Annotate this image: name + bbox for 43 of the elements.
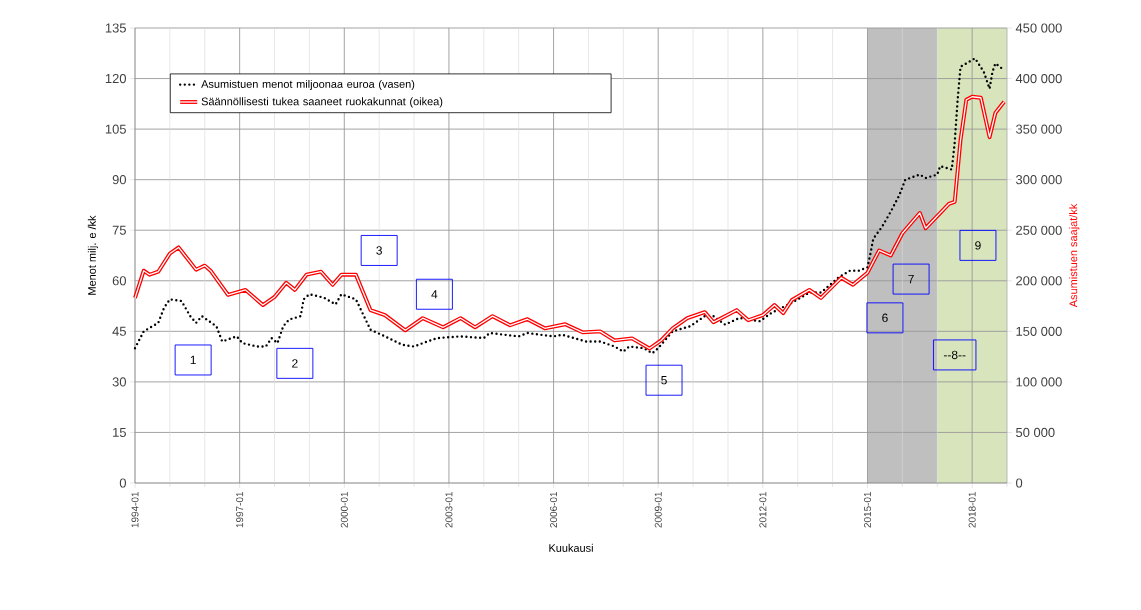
y2-tick-label: 450 000: [1015, 23, 1062, 33]
legend-label: Asumistuen menot miljoonaa euroa (vasen): [201, 79, 415, 91]
x-tick-label: 2000-01: [340, 491, 348, 528]
annotation: --8--: [943, 350, 966, 360]
annotation: 2: [292, 359, 298, 368]
y2-tick-label: 50 000: [1016, 427, 1055, 438]
x-tick-label: 2006-01: [550, 491, 558, 528]
y-tick-label: 90: [112, 175, 127, 185]
x-tick-label: 1994-01: [131, 491, 139, 528]
y-tick-label: 135: [105, 23, 126, 33]
y2-tick-label: 250 000: [1016, 225, 1062, 235]
y2-tick-label: 100 000: [1016, 377, 1062, 387]
annotation: 9: [975, 241, 981, 250]
x-tick-label: 2003-01: [445, 491, 453, 528]
y-tick-label: 120: [105, 73, 127, 84]
y2-tick-label: 150 000: [1016, 326, 1062, 336]
annotation: 6: [882, 313, 888, 323]
x-tick-label: 2018-01: [968, 491, 976, 528]
y-axis-title: Menot milj. e /kk: [87, 215, 99, 295]
y2-axis-title: Asumistuen saajat/kk: [1069, 203, 1080, 308]
y-tick-label: 60: [112, 276, 127, 286]
legend-label: Säännöllisesti tukea saaneet ruokakunnat (oikea): [201, 97, 443, 108]
x-axis-title: Kuukausi: [549, 543, 593, 552]
annotation: 7: [908, 274, 914, 284]
annotation: 1: [190, 355, 196, 365]
y2-tick-label: 200 000: [1016, 276, 1062, 286]
annotation: 3: [376, 246, 382, 255]
annotation: 5: [661, 376, 667, 385]
y2-tick-label: 400 000: [1015, 73, 1062, 84]
x-tick-label: 2012-01: [759, 491, 767, 528]
x-tick-label: 1997-01: [236, 491, 244, 528]
x-tick-label: 2009-01: [654, 491, 662, 528]
y2-tick-label: 0: [1016, 478, 1023, 488]
y-tick-label: 15: [113, 427, 126, 437]
y-tick-label: 30: [112, 377, 127, 387]
y2-tick-label: 350 000: [1016, 124, 1062, 134]
x-tick-label: 2015-01: [863, 491, 872, 528]
y-tick-label: 45: [112, 326, 126, 336]
annotation: 4: [431, 290, 438, 299]
y2-tick-label: 300 000: [1016, 175, 1062, 185]
y-tick-label: 75: [112, 225, 126, 235]
y-tick-label: 105: [105, 124, 126, 134]
y-tick-label: 0: [119, 478, 127, 488]
